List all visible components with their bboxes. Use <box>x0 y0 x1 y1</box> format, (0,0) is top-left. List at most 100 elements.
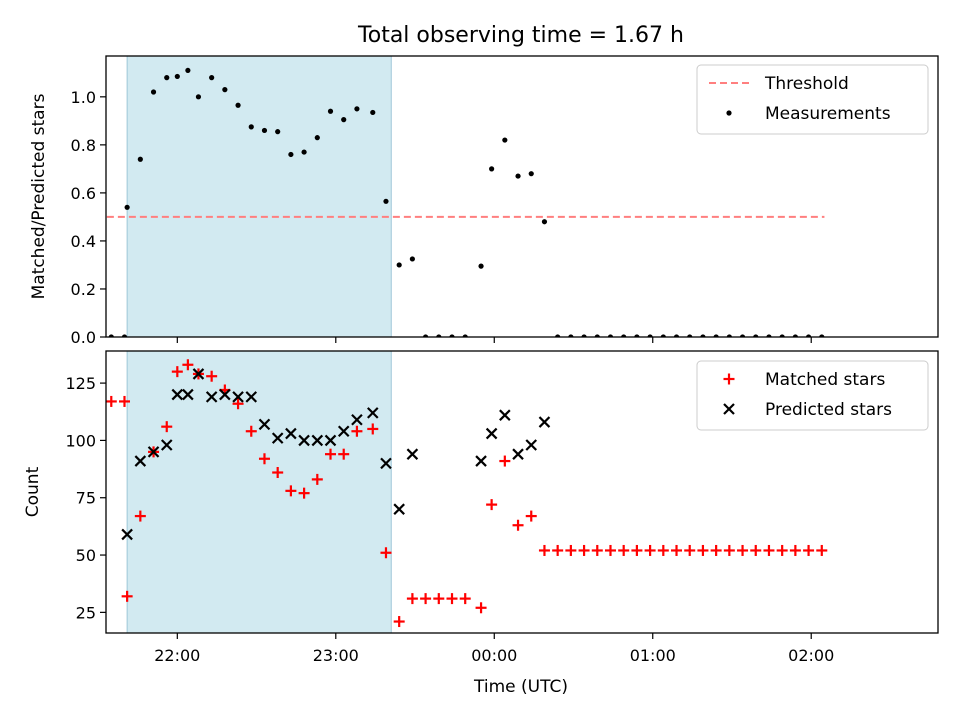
data-point <box>367 423 379 435</box>
y-tick-label: 0.6 <box>71 184 96 203</box>
data-point <box>182 359 194 371</box>
data-point <box>525 439 538 451</box>
data-point <box>134 455 147 467</box>
data-point <box>478 263 484 269</box>
data-point <box>383 198 389 204</box>
data-point <box>185 67 191 74</box>
series-predicted-stars <box>121 368 551 541</box>
data-point <box>288 151 294 158</box>
y-tick-label: 75 <box>76 489 96 508</box>
data-point <box>502 137 508 143</box>
data-point <box>325 448 337 460</box>
data-point <box>499 455 511 467</box>
data-point <box>182 388 194 401</box>
data-point <box>512 448 524 460</box>
data-point <box>406 448 419 460</box>
data-point <box>512 519 524 531</box>
data-point <box>298 487 310 499</box>
data-point <box>351 425 363 437</box>
data-point <box>147 446 160 458</box>
legend-box <box>696 360 929 431</box>
data-point <box>93 396 104 407</box>
y-tick-label: 25 <box>76 603 96 622</box>
data-point <box>271 432 284 444</box>
x-tick-label: 23:00 <box>313 646 359 665</box>
y-tick-label: 125 <box>65 374 96 393</box>
data-point <box>538 544 550 556</box>
data-point <box>380 457 392 470</box>
data-point <box>285 427 297 440</box>
observing-window-shade <box>126 55 392 338</box>
data-point <box>591 544 603 556</box>
legend: Threshold Measurements <box>696 64 929 135</box>
legend-label: Matched stars <box>765 370 885 390</box>
series-measurements <box>95 67 825 339</box>
data-point <box>750 544 762 556</box>
data-point <box>538 416 551 428</box>
data-point <box>298 434 310 447</box>
axes-frame <box>105 55 939 338</box>
data-point <box>121 528 133 541</box>
x-axis-label: Time (UTC) <box>473 677 568 697</box>
data-point <box>409 256 415 262</box>
data-point <box>776 544 788 556</box>
data-point <box>118 395 130 407</box>
data-point <box>327 108 334 114</box>
data-point <box>485 427 498 440</box>
x-tick-label: 01:00 <box>630 646 676 665</box>
data-point <box>275 129 281 135</box>
data-point <box>393 503 405 515</box>
data-point <box>578 544 590 556</box>
data-point <box>644 544 656 556</box>
data-point <box>552 544 564 556</box>
data-point <box>95 334 100 339</box>
series-matched-stars <box>79 359 828 628</box>
data-point <box>79 396 90 407</box>
plot-area <box>95 67 825 339</box>
data-point <box>222 87 228 93</box>
data-point <box>565 544 577 556</box>
data-point <box>314 135 320 141</box>
data-point <box>219 388 231 401</box>
data-point <box>618 544 630 556</box>
panel-1: 0.0 0.2 0.4 0.6 0.8 1.0 Matched/Predicted star… <box>29 55 939 347</box>
data-point <box>499 409 511 421</box>
data-point <box>161 421 173 433</box>
data-point <box>406 593 418 605</box>
data-point <box>396 262 402 268</box>
legend-label: Measurements <box>765 104 891 124</box>
panel-2: 25 50 75 100 125 22:00 23:00 00:00 01:00 02:00 Cou… <box>23 350 939 665</box>
data-point <box>324 434 337 447</box>
data-point <box>285 485 297 497</box>
data-point <box>370 109 376 116</box>
data-point <box>737 544 749 556</box>
data-point <box>515 173 521 179</box>
observing-window-shade <box>126 350 392 634</box>
data-point <box>232 391 244 403</box>
data-point <box>354 106 360 112</box>
y-axis-label: Count <box>23 466 43 517</box>
legend-label: Predicted stars <box>765 400 892 420</box>
y-tick-label: 1.0 <box>71 88 96 107</box>
data-point <box>258 453 270 465</box>
data-point <box>763 544 775 556</box>
data-point <box>631 544 643 556</box>
data-point <box>380 547 392 559</box>
data-point <box>816 544 828 556</box>
data-point <box>248 124 254 130</box>
data-point <box>235 102 241 108</box>
legend-swatch <box>723 373 735 385</box>
legend-swatch <box>726 110 732 116</box>
data-point <box>195 94 202 100</box>
y-tick-label: 0.4 <box>71 232 96 251</box>
legend-box <box>696 64 929 135</box>
data-point <box>684 544 696 556</box>
data-point <box>446 593 458 605</box>
data-point <box>134 510 146 522</box>
data-point <box>171 366 183 378</box>
data-point <box>723 544 735 556</box>
data-point <box>366 407 379 419</box>
data-point <box>124 204 130 210</box>
data-point <box>137 156 143 162</box>
